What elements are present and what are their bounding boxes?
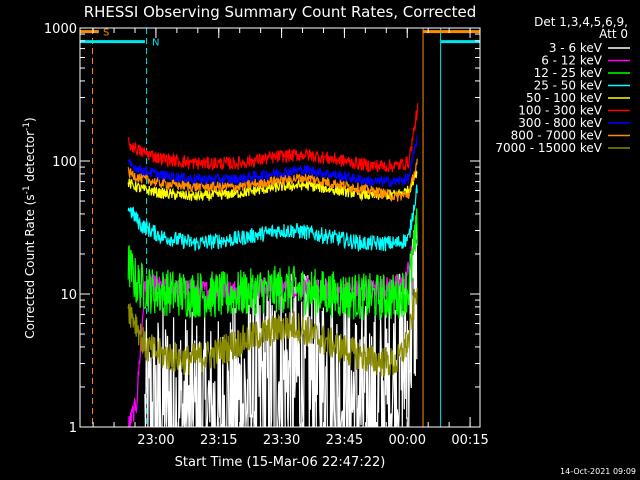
y-axis-label-sup2: -1 bbox=[22, 122, 32, 131]
legend-label-300-800kev: 300 - 800 keV bbox=[518, 116, 602, 130]
series-line-800-7000kev bbox=[127, 158, 418, 203]
y-axis-label: Corrected Count Rate (s-1 detector-1) bbox=[22, 117, 37, 338]
flag-label-n: N bbox=[152, 38, 159, 49]
legend-header-line2: Att 0 bbox=[599, 27, 628, 41]
series-line-300-800kev bbox=[127, 135, 418, 188]
series-line-7000-15000kev bbox=[127, 287, 418, 379]
y-tick-label: 1000 bbox=[44, 22, 77, 37]
y-tick-label: 10 bbox=[60, 288, 77, 303]
series-line-25-50kev bbox=[127, 184, 418, 253]
plot-frame bbox=[79, 27, 481, 428]
series-line-12-25kev bbox=[127, 208, 418, 321]
y-axis-label-main: Corrected Count Rate (s bbox=[23, 194, 37, 338]
x-tick-label: 23:15 bbox=[200, 433, 237, 448]
axes: 1 10 100 1000 23:00 23:15 23:30 23:45 00:00 00:15 bbox=[44, 22, 489, 448]
footer-date: 14-Oct-2021 09:09 bbox=[560, 467, 636, 476]
y-tick-label: 100 bbox=[52, 155, 77, 170]
state-flags: SN bbox=[80, 28, 480, 49]
legend-label-3-6kev: 3 - 6 keV bbox=[549, 41, 603, 55]
x-tick-label: 00:15 bbox=[451, 433, 488, 448]
legend-label-100-300kev: 100 - 300 keV bbox=[518, 104, 602, 118]
y-axis-label-mid: detector bbox=[23, 131, 37, 186]
x-tick-label: 23:00 bbox=[137, 433, 174, 448]
series-line-50-100kev bbox=[127, 169, 418, 202]
flag-label-s: S bbox=[103, 28, 109, 39]
legend-header-line1: Det 1,3,4,5,6,9, bbox=[534, 15, 628, 29]
y-tick-label: 1 bbox=[69, 421, 77, 436]
x-tick-label: 23:30 bbox=[263, 433, 300, 448]
legend-label-800-7000kev: 800 - 7000 keV bbox=[511, 129, 603, 143]
chart-title: RHESSI Observing Summary Count Rates, Co… bbox=[84, 3, 477, 21]
series-lines bbox=[127, 103, 419, 427]
legend-label-12-25kev: 12 - 25 keV bbox=[534, 66, 603, 80]
legend-label-6-12kev: 6 - 12 keV bbox=[541, 54, 603, 68]
y-axis-label-end: ) bbox=[23, 117, 37, 122]
x-axis-label: Start Time (15-Mar-06 22:47:22) bbox=[175, 455, 386, 470]
legend-label-25-50kev: 25 - 50 keV bbox=[534, 79, 603, 93]
legend-label-50-100kev: 50 - 100 keV bbox=[526, 91, 603, 105]
x-tick-label: 00:00 bbox=[389, 433, 426, 448]
x-tick-label: 23:45 bbox=[326, 433, 363, 448]
series-line-100-300kev bbox=[127, 103, 419, 173]
legend-label-7000-15000kev: 7000 - 15000 keV bbox=[495, 141, 602, 155]
y-axis-label-sup1: -1 bbox=[22, 185, 32, 194]
